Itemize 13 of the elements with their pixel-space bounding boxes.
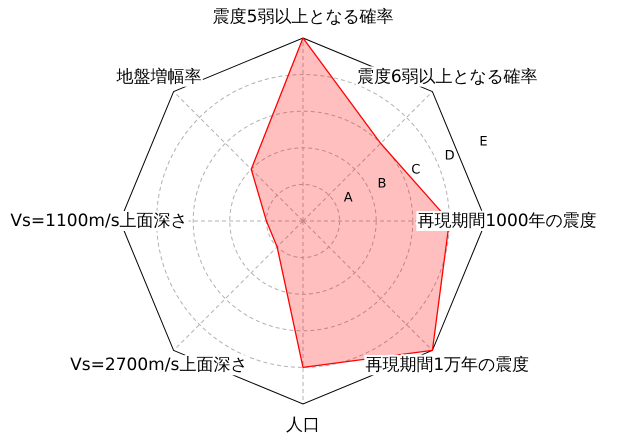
y-tick-label: C xyxy=(411,162,420,178)
spoke-label: Vs=1100m/s上面深さ xyxy=(10,211,188,231)
y-tick-label: D xyxy=(444,148,455,164)
spoke-label: 地盤増幅率 xyxy=(115,66,202,87)
spoke-label: 再現期間1000年の震度 xyxy=(417,211,597,231)
spoke-label: 震度5弱以上となる確率 xyxy=(212,7,394,27)
spoke-label: 震度6弱以上となる確率 xyxy=(356,66,538,87)
spoke-label: Vs=2700m/s上面深さ xyxy=(70,355,248,376)
spoke-label: 再現期間1万年の震度 xyxy=(365,355,530,376)
spoke-label: 人口 xyxy=(286,415,320,435)
y-tick-label: E xyxy=(479,134,488,150)
y-tick-label: A xyxy=(344,190,353,206)
y-tick-label: B xyxy=(378,176,386,192)
